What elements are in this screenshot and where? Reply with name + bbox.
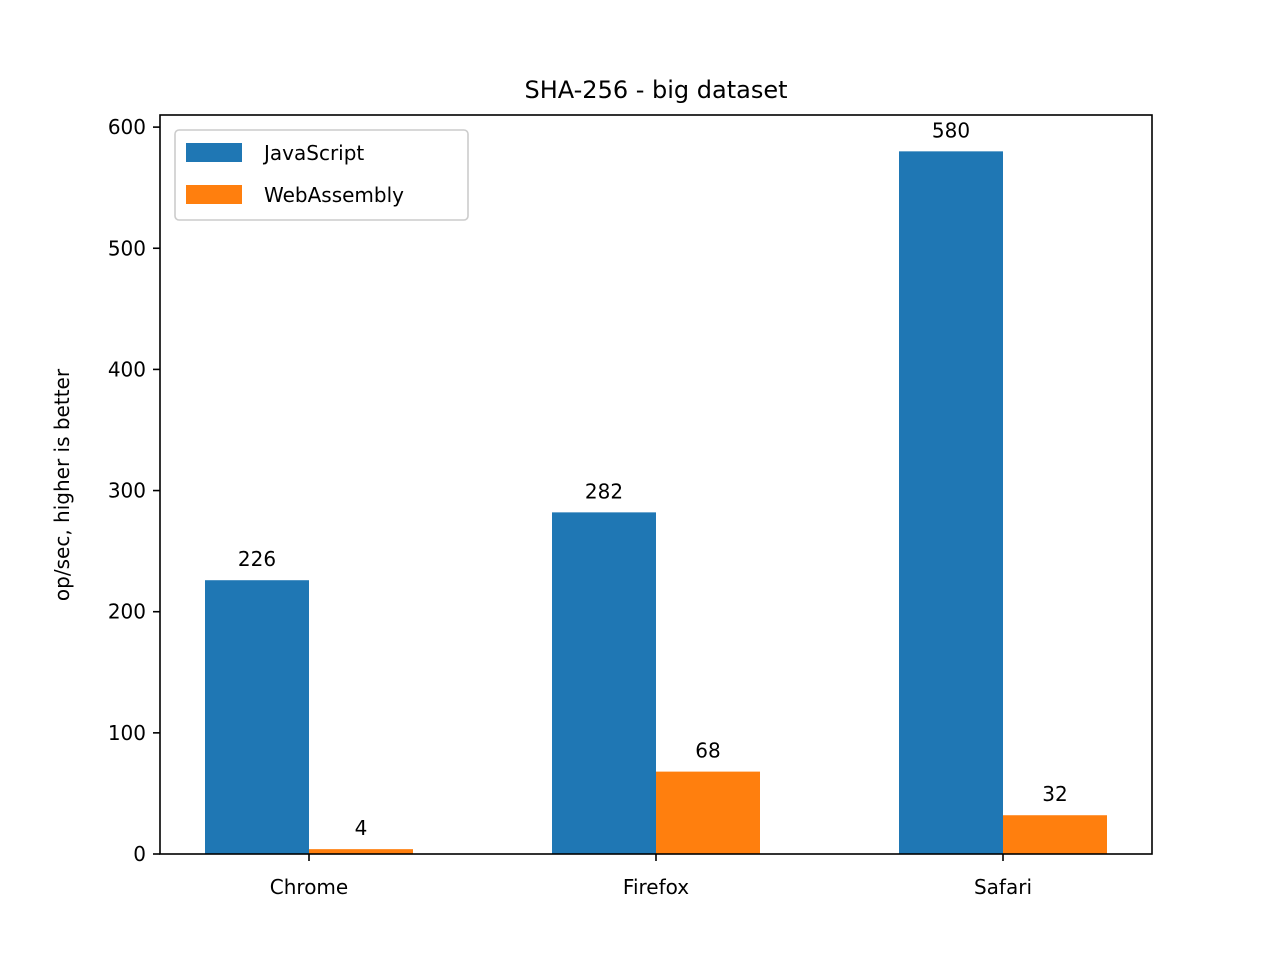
y-tick-label: 600	[108, 115, 146, 139]
bar-javascript-safari	[899, 151, 1003, 855]
bar-webassembly-chrome	[309, 849, 413, 854]
bars-layer: 226 282 580 4 68 32	[205, 118, 1107, 855]
data-label: 4	[355, 816, 368, 840]
y-tick-label: 400	[108, 357, 146, 381]
legend-swatch-webassembly	[186, 185, 242, 204]
axes-layer: 0 100 200 300 400 500 600 Chrome Firefox Safari	[108, 114, 1153, 899]
x-tick-label: Firefox	[623, 875, 689, 899]
bar-javascript-firefox	[552, 512, 656, 854]
legend-label-webassembly: WebAssembly	[264, 183, 404, 207]
legend-swatch-javascript	[186, 143, 242, 162]
legend-label-javascript: JavaScript	[262, 141, 364, 165]
y-tick-label: 200	[108, 600, 146, 624]
x-tick-label: Safari	[974, 875, 1032, 899]
bar-javascript-chrome	[205, 580, 309, 854]
data-label: 32	[1042, 782, 1067, 806]
bar-webassembly-firefox	[656, 771, 760, 854]
chart-title: SHA-256 - big dataset	[524, 76, 787, 104]
legend-box	[174, 129, 469, 221]
y-tick-label: 100	[108, 721, 146, 745]
legend: JavaScript WebAssembly	[174, 129, 469, 221]
data-label: 226	[238, 547, 276, 571]
y-axis-label: op/sec, higher is better	[50, 368, 74, 601]
y-tick-label: 300	[108, 479, 146, 503]
y-tick-label: 0	[133, 842, 146, 866]
x-tick-label: Chrome	[270, 875, 348, 899]
data-label: 580	[932, 118, 970, 142]
data-label: 282	[585, 479, 623, 503]
bar-webassembly-safari	[1003, 815, 1107, 854]
data-label: 68	[695, 739, 720, 763]
y-tick-label: 500	[108, 236, 146, 260]
